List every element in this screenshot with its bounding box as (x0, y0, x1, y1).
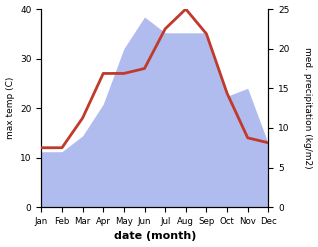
Y-axis label: med. precipitation (kg/m2): med. precipitation (kg/m2) (303, 47, 313, 169)
X-axis label: date (month): date (month) (114, 231, 196, 242)
Y-axis label: max temp (C): max temp (C) (5, 77, 15, 139)
